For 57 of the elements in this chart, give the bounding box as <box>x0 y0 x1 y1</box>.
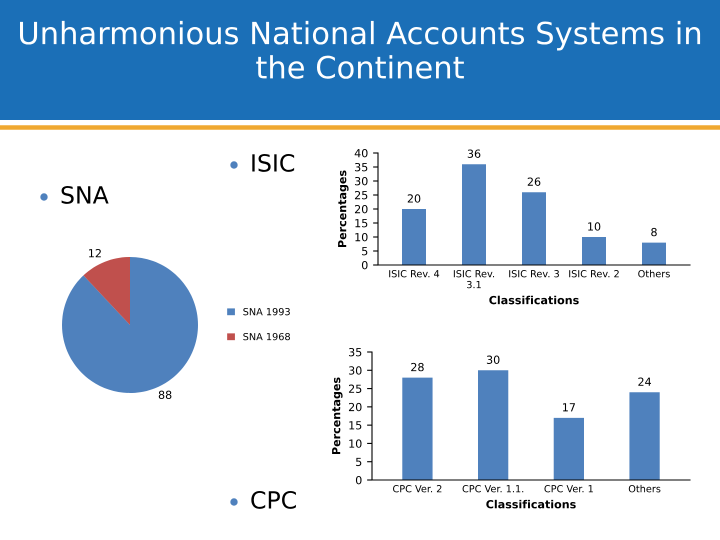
data-label: 28 <box>411 362 424 372</box>
bar <box>582 237 606 265</box>
x-tick-label: ISIC Rev. 4 <box>389 270 440 278</box>
data-label: 24 <box>638 378 652 386</box>
y-tick-label: 30 <box>348 366 362 375</box>
legend-label: SNA 1968 <box>243 332 290 340</box>
y-tick-label: 5 <box>362 247 368 256</box>
x-tick-label: CPC Ver. 2 <box>393 485 442 492</box>
y-tick-label: 25 <box>354 190 368 200</box>
bar <box>522 192 546 265</box>
x-tick-label: CPC Ver. 1.1. <box>462 485 524 492</box>
x-axis-title: Classifications <box>489 296 579 304</box>
data-label: 20 <box>408 194 420 203</box>
data-label: 12 <box>89 249 101 258</box>
bar <box>462 164 486 265</box>
bar <box>642 242 666 265</box>
y-axis-title: Percentages <box>338 170 349 248</box>
y-tick-label: 35 <box>354 162 368 172</box>
y-tick-label: 10 <box>349 439 362 448</box>
x-axis-title: Classifications <box>486 500 576 508</box>
y-tick-label: 0 <box>362 260 368 270</box>
data-label: 36 <box>468 149 480 158</box>
data-label: 30 <box>486 356 500 364</box>
chart-title: SNA <box>62 186 109 204</box>
bar <box>629 392 660 480</box>
y-tick-label: 35 <box>348 348 362 356</box>
y-tick-label: 30 <box>354 176 368 186</box>
pie-slice <box>83 257 130 325</box>
bar <box>402 209 426 265</box>
y-tick-label: 10 <box>355 232 368 242</box>
y-tick-label: 25 <box>348 384 362 393</box>
y-tick-label: 20 <box>348 402 362 412</box>
y-axis-title: Percentages <box>332 377 343 454</box>
y-tick-label: 15 <box>355 219 368 228</box>
legend-label: SNA 1993 <box>243 308 290 316</box>
x-tick-label: ISIC Rev. 3 <box>509 270 559 278</box>
y-tick-label: 20 <box>354 204 368 214</box>
x-tick-label: Others <box>638 270 670 278</box>
data-label: 17 <box>563 403 575 412</box>
text: CPC <box>251 490 296 509</box>
y-tick-label: 5 <box>356 458 362 466</box>
bar <box>478 370 508 480</box>
data-label: 26 <box>528 177 540 186</box>
x-tick-label: Others <box>628 484 660 492</box>
bar <box>554 418 584 480</box>
bar <box>402 378 433 480</box>
text: Unharmonious National Accounts Systems in the Continent <box>20 20 700 79</box>
x-tick-label: CPC Ver. 1 <box>544 485 593 492</box>
x-tick-label: ISIC Rev. 3.1 <box>454 270 494 288</box>
chart-title: ISIC <box>252 154 294 172</box>
data-label: 10 <box>588 222 600 231</box>
x-tick-label: ISIC Rev. 2 <box>569 270 619 278</box>
data-label: 88 <box>158 390 172 400</box>
data-label: 8 <box>651 228 657 236</box>
y-tick-label: 0 <box>356 476 362 484</box>
y-tick-label: 15 <box>349 421 362 430</box>
y-tick-label: 40 <box>354 148 368 158</box>
